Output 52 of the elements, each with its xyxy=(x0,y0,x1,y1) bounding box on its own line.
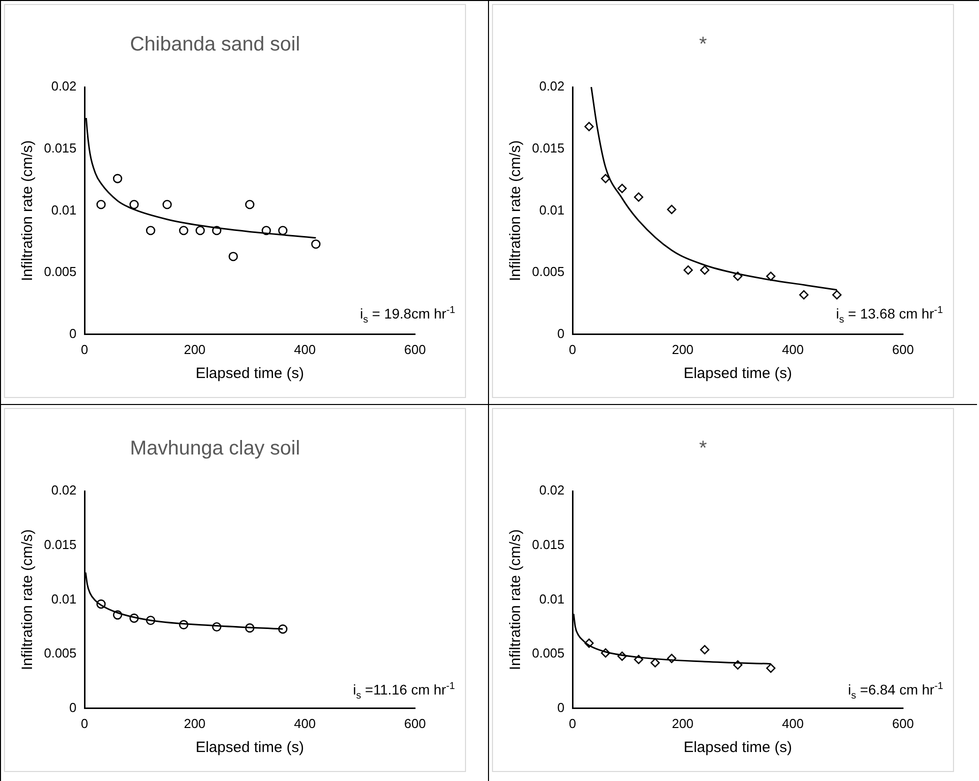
y-tick-label: 0 xyxy=(557,700,565,715)
x-tick-label: 400 xyxy=(294,342,316,357)
y-tick-label: 0.02 xyxy=(539,482,565,498)
x-tick-label: 600 xyxy=(892,716,914,731)
x-tick-label: 200 xyxy=(672,342,694,357)
y-tick-label: 0.005 xyxy=(44,646,77,661)
y-tick-label: 0.01 xyxy=(51,591,77,606)
x-tick-label: 0 xyxy=(568,716,576,731)
x-tick-label: 600 xyxy=(404,716,426,731)
y-tick-label: 0 xyxy=(557,326,565,341)
y-tick-label: 0.015 xyxy=(532,140,565,156)
y-tick-label: 0 xyxy=(69,700,77,715)
y-tick-label: 0.02 xyxy=(51,78,77,94)
x-tick-label: 600 xyxy=(892,342,914,357)
y-tick-label: 0.005 xyxy=(44,264,77,280)
x-tick-label: 0 xyxy=(80,342,88,357)
x-tick-label: 200 xyxy=(184,342,206,357)
chart-title: * xyxy=(699,438,708,460)
annotation: i$_{s}$ = 13.68 cm hr$^{-1}$ xyxy=(836,304,943,328)
chart-title: Mavhunga clay soil xyxy=(130,438,300,460)
annotation: i$_{s}$ =6.84 cm hr$^{-1}$ xyxy=(848,680,944,704)
x-tick-label: 400 xyxy=(782,342,804,357)
y-axis-title: Infiltration rate (cm/s) xyxy=(507,140,524,282)
x-tick-label: 0 xyxy=(568,342,576,357)
chart-title: * xyxy=(699,34,708,56)
y-tick-label: 0.02 xyxy=(51,482,77,498)
x-tick-label: 400 xyxy=(294,716,316,731)
x-axis-title: Elapsed time (s) xyxy=(196,365,304,382)
y-tick-label: 0.01 xyxy=(51,202,77,218)
y-tick-label: 0.01 xyxy=(539,202,565,218)
x-tick-label: 600 xyxy=(404,342,426,357)
x-axis-title: Elapsed time (s) xyxy=(684,739,792,756)
y-tick-label: 0.015 xyxy=(44,536,77,552)
y-tick-label: 0.01 xyxy=(539,591,565,606)
x-axis-title: Elapsed time (s) xyxy=(684,365,792,382)
chart-title: Chibanda sand soil xyxy=(130,34,300,56)
y-tick-label: 0.005 xyxy=(532,646,565,661)
x-axis-title: Elapsed time (s) xyxy=(196,739,304,756)
y-axis-title: Infiltration rate (cm/s) xyxy=(507,529,524,670)
y-tick-label: 0.015 xyxy=(532,536,565,552)
y-tick-label: 0.015 xyxy=(44,140,77,156)
y-tick-label: 0.02 xyxy=(539,78,565,94)
annotation: i$_{s}$ =11.16 cm hr$^{-1}$ xyxy=(353,680,455,704)
x-tick-label: 200 xyxy=(672,716,694,731)
x-tick-label: 200 xyxy=(184,716,206,731)
y-axis-title: Infiltration rate (cm/s) xyxy=(19,140,36,282)
x-tick-label: 400 xyxy=(782,716,804,731)
y-axis-title: Infiltration rate (cm/s) xyxy=(19,529,36,670)
annotation: i$_{s}$ = 19.8cm hr$^{-1}$ xyxy=(360,304,456,328)
y-tick-label: 0.005 xyxy=(532,264,565,280)
y-tick-label: 0 xyxy=(69,326,77,341)
x-tick-label: 0 xyxy=(80,716,88,731)
